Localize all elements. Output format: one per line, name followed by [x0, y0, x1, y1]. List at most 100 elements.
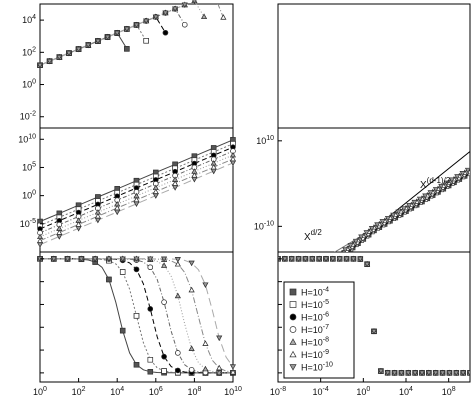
data-point	[348, 159, 353, 164]
data-point	[319, 181, 324, 186]
legend-label: H=10-4	[301, 287, 329, 298]
data-point	[353, 152, 358, 156]
data-point	[300, 192, 305, 196]
legend-marker	[289, 313, 297, 321]
data-point	[182, 21, 188, 28]
data-point	[338, 166, 343, 171]
data-point	[309, 277, 314, 282]
data-point	[357, 152, 362, 157]
series-line	[40, 24, 147, 66]
slope-label-high: X(d-1)/2	[420, 176, 451, 191]
data-point	[412, 370, 419, 376]
data-point	[422, 193, 429, 199]
data-point	[143, 38, 149, 44]
data-point	[37, 62, 43, 69]
data-point	[216, 369, 223, 375]
data-point	[279, 210, 284, 215]
data-point	[390, 212, 397, 219]
data-point	[374, 222, 381, 228]
y-tick-label: 104	[22, 14, 36, 25]
series-line	[40, 32, 128, 66]
data-point	[317, 181, 322, 186]
data-point	[119, 269, 126, 275]
data-point	[192, 0, 197, 4]
data-point	[133, 313, 140, 319]
data-point	[329, 170, 334, 174]
data-point	[321, 268, 326, 273]
data-point	[161, 256, 168, 263]
data-point	[92, 256, 99, 262]
data-point	[321, 177, 326, 182]
data-point	[210, 168, 217, 175]
data-point	[357, 256, 364, 263]
data-point	[284, 206, 289, 211]
data-point	[384, 370, 391, 376]
data-point	[162, 29, 169, 36]
data-point	[341, 160, 346, 164]
data-point	[427, 190, 434, 196]
data-point	[333, 170, 338, 175]
series-line	[40, 150, 233, 234]
data-point	[443, 180, 450, 187]
series-group-middle-right	[309, 151, 470, 282]
data-point	[311, 273, 316, 277]
data-point	[114, 209, 121, 216]
data-point	[316, 272, 321, 277]
data-point	[335, 166, 340, 171]
data-point	[350, 256, 357, 262]
data-point	[85, 42, 92, 49]
panel-top-right	[277, 3, 471, 129]
data-point	[181, 2, 188, 8]
slope-label-low: Xd/2	[304, 228, 322, 243]
x-tick-label: 10-4	[313, 386, 329, 397]
y-tick-label: 102	[22, 46, 36, 57]
data-point	[352, 152, 357, 156]
data-point	[152, 193, 159, 199]
data-point	[371, 329, 377, 335]
panel-bottom-right	[277, 251, 471, 383]
data-point	[313, 181, 318, 185]
data-point	[336, 256, 343, 262]
x-tick-label: 108	[187, 386, 201, 397]
data-point	[161, 262, 168, 268]
data-point	[294, 199, 299, 204]
data-point	[377, 368, 384, 375]
data-point	[114, 30, 121, 37]
data-point	[321, 265, 326, 269]
data-point	[147, 369, 154, 375]
data-point	[327, 170, 332, 174]
data-point	[147, 256, 154, 262]
data-point	[161, 368, 167, 374]
series-group-top-right	[276, 141, 375, 218]
data-point	[172, 185, 179, 191]
data-point	[336, 166, 341, 171]
x-tick-label: 104	[110, 386, 124, 397]
data-point	[333, 166, 338, 170]
data-point	[133, 201, 140, 207]
y-tick-label: 10-10	[254, 220, 274, 231]
data-point	[360, 145, 365, 149]
data-point	[152, 14, 159, 21]
data-point	[348, 155, 353, 159]
legend-label: H=10-8	[301, 337, 329, 348]
data-point	[308, 185, 313, 189]
y-tick-label: 100	[22, 79, 36, 90]
data-point	[328, 170, 333, 174]
data-point	[356, 149, 361, 153]
data-point	[448, 177, 455, 183]
data-point	[133, 22, 140, 29]
data-point	[328, 261, 333, 266]
data-point	[314, 273, 319, 278]
data-point	[300, 195, 305, 200]
data-point	[75, 46, 82, 53]
data-point	[302, 256, 309, 262]
data-point	[379, 219, 386, 225]
data-point	[351, 155, 356, 160]
data-point	[123, 26, 130, 33]
data-point	[391, 370, 398, 376]
data-point	[364, 145, 369, 150]
data-point	[106, 276, 112, 283]
data-point	[316, 256, 323, 262]
data-point	[344, 159, 349, 164]
